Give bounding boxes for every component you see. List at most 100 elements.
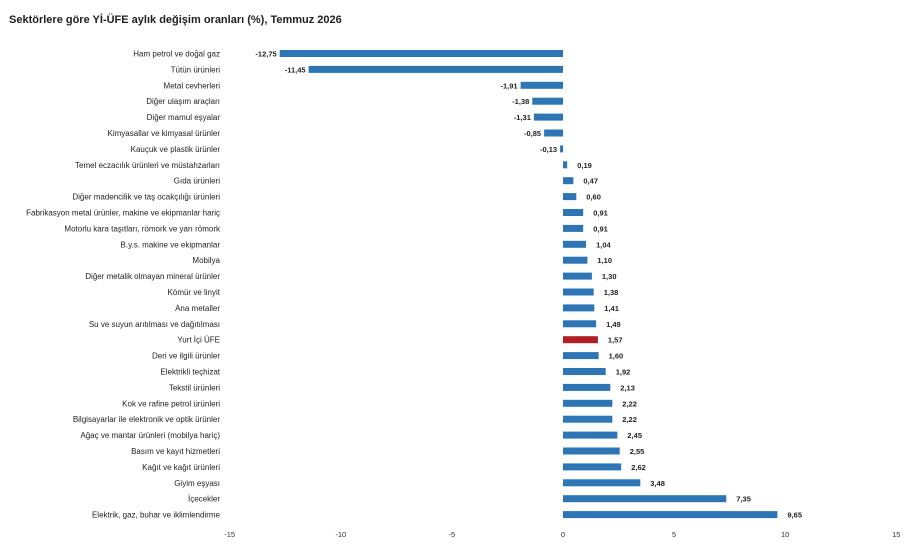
data-label: 2,45 — [627, 431, 642, 440]
bar — [563, 336, 598, 344]
data-label: -1,91 — [500, 81, 517, 90]
bar — [563, 240, 587, 248]
bar — [563, 256, 588, 264]
data-label: 0,91 — [593, 224, 608, 233]
bar — [563, 193, 577, 201]
data-label: 1,30 — [602, 272, 617, 281]
data-label: 0,19 — [577, 161, 592, 170]
bar — [563, 320, 597, 328]
category-label: Metal cevherleri — [164, 81, 221, 90]
data-label: 2,22 — [622, 399, 637, 408]
data-label: 0,60 — [586, 193, 601, 202]
x-tick-label: 5 — [672, 530, 676, 539]
x-tick-label: 0 — [561, 530, 565, 539]
bar — [563, 224, 584, 232]
x-tick-label: -15 — [224, 530, 235, 539]
category-label: Kimyasallar ve kimyasal ürünler — [108, 129, 221, 138]
category-label: Tekstil ürünleri — [169, 383, 220, 392]
bar — [520, 81, 563, 89]
bar — [560, 145, 563, 153]
x-tick-label: 15 — [892, 530, 900, 539]
data-label: 1,10 — [597, 256, 612, 265]
x-tick-label: -10 — [335, 530, 346, 539]
bar — [563, 288, 594, 296]
category-label: Ham petrol ve doğal gaz — [133, 50, 220, 59]
bar — [563, 304, 595, 312]
bar — [563, 209, 584, 216]
category-label: Tütün ürünleri — [171, 65, 221, 74]
data-label: 3,48 — [650, 479, 665, 488]
category-label: Elektrik, gaz, buhar ve iklimlendirme — [92, 511, 221, 520]
data-label: -0,13 — [540, 145, 557, 154]
category-label: Fabrikasyon metal ürünler, makine ve eki… — [26, 209, 220, 218]
bar — [563, 463, 622, 471]
x-tick-label: 10 — [781, 530, 789, 539]
bar — [563, 399, 613, 407]
category-label: Elektrikli teçhizat — [160, 368, 220, 377]
bars-layer — [279, 50, 778, 519]
bar — [532, 97, 563, 105]
data-label: 7,35 — [736, 495, 751, 504]
data-label: 2,62 — [631, 463, 646, 472]
bar — [279, 50, 563, 57]
data-label: 0,91 — [593, 209, 608, 218]
category-label: Kauçuk ve plastik ürünler — [131, 145, 221, 154]
bar — [563, 511, 778, 519]
bar — [563, 495, 727, 503]
labels-layer: Ham petrol ve doğal gaz -12,75 Tütün ürünl… — [26, 50, 802, 520]
bar — [563, 447, 620, 455]
data-label: 0,47 — [583, 177, 598, 186]
bar — [563, 177, 574, 185]
category-label: Kömür ve linyit — [168, 288, 221, 297]
category-label: Gıda ürünleri — [174, 177, 220, 186]
data-label: 1,60 — [609, 352, 624, 361]
category-label: Temel eczacılık ürünleri ve müstahzarlar… — [75, 161, 220, 170]
category-label: Basım ve kayıt hizmetleri — [131, 447, 220, 456]
bar — [563, 479, 641, 487]
category-label: Deri ve ilgili ürünler — [152, 352, 220, 361]
data-label: -0,85 — [524, 129, 541, 138]
bar — [563, 161, 568, 169]
category-label: Su ve suyun arıtılması ve dağıtılması — [89, 320, 220, 329]
category-label: Motorlu kara taşıtları, römork ve yarı r… — [64, 224, 221, 233]
category-label: Diğer ulaşım araçları — [146, 97, 220, 106]
category-label: Diğer mamul eşyalar — [147, 113, 221, 122]
data-label: 9,65 — [787, 511, 802, 520]
category-label: B.y.s. makine ve ekipmanlar — [121, 240, 221, 249]
bar — [563, 272, 592, 280]
category-label: Yurt İçi ÜFE — [177, 336, 220, 345]
data-label: 2,13 — [620, 383, 635, 392]
category-label: Ağaç ve mantar ürünleri (mobilya hariç) — [80, 431, 220, 440]
data-label: 1,41 — [604, 304, 619, 313]
data-label: -1,38 — [512, 97, 529, 106]
data-label: 2,55 — [630, 447, 645, 456]
bar — [563, 431, 618, 439]
category-label: İçecekler — [188, 495, 220, 504]
data-label: 2,22 — [622, 415, 637, 424]
data-label: 1,38 — [604, 288, 619, 297]
bar — [544, 129, 563, 137]
bar — [563, 352, 599, 360]
bar — [563, 368, 606, 375]
bar — [308, 65, 563, 73]
data-label: 1,04 — [596, 240, 611, 249]
data-label: -1,31 — [514, 113, 531, 122]
category-label: Diğer metalik olmayan mineral ürünler — [85, 272, 220, 281]
data-label: 1,49 — [606, 320, 621, 329]
data-label: 1,92 — [616, 368, 631, 377]
chart-title: Sektörlere göre Yİ-ÜFE aylık değişim ora… — [9, 14, 342, 26]
x-tick-label: -5 — [449, 530, 456, 539]
category-label: Mobilya — [192, 256, 220, 265]
category-label: Giyim eşyası — [174, 479, 220, 488]
bar — [563, 383, 611, 391]
category-label: Kok ve rafine petrol ürünleri — [122, 399, 220, 408]
category-label: Bilgisayarlar ile elektronik ve optik ür… — [73, 415, 221, 424]
data-label: -12,75 — [255, 50, 276, 59]
category-label: Kağıt ve kağıt ürünleri — [142, 463, 220, 472]
data-label: 1,57 — [608, 336, 623, 345]
category-label: Diğer madencilik ve taş ocakçılığı ürünl… — [72, 193, 220, 202]
bar — [533, 113, 563, 121]
data-label: -11,45 — [285, 65, 306, 74]
category-label: Ana metaller — [175, 304, 220, 313]
